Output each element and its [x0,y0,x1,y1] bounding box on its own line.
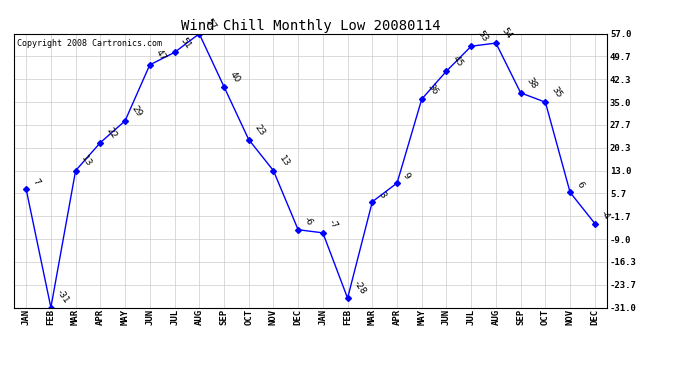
Text: -31: -31 [55,288,71,305]
Text: 13: 13 [80,154,94,168]
Text: 54: 54 [500,26,514,41]
Text: 22: 22 [104,126,118,141]
Title: Wind Chill Monthly Low 20080114: Wind Chill Monthly Low 20080114 [181,19,440,33]
Text: -4: -4 [599,209,611,221]
Text: Copyright 2008 Cartronics.com: Copyright 2008 Cartronics.com [17,39,161,48]
Text: 47: 47 [154,48,168,63]
Text: 35: 35 [549,86,564,100]
Text: 23: 23 [253,123,267,137]
Text: -6: -6 [302,215,315,228]
Text: -28: -28 [352,279,368,296]
Text: -7: -7 [327,218,339,231]
Text: 40: 40 [228,70,242,84]
Text: 6: 6 [574,180,585,190]
Text: 3: 3 [377,190,387,200]
Text: 13: 13 [277,154,292,168]
Text: 7: 7 [30,177,41,187]
Text: 9: 9 [401,171,412,181]
Text: 57: 57 [204,17,217,32]
Text: 45: 45 [451,54,464,69]
Text: 38: 38 [525,76,539,91]
Text: 36: 36 [426,82,440,97]
Text: 53: 53 [475,30,489,44]
Text: 29: 29 [129,104,143,118]
Text: 51: 51 [179,36,193,50]
